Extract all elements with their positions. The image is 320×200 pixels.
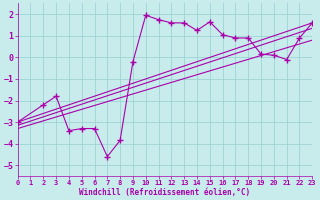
X-axis label: Windchill (Refroidissement éolien,°C): Windchill (Refroidissement éolien,°C) (79, 188, 251, 197)
